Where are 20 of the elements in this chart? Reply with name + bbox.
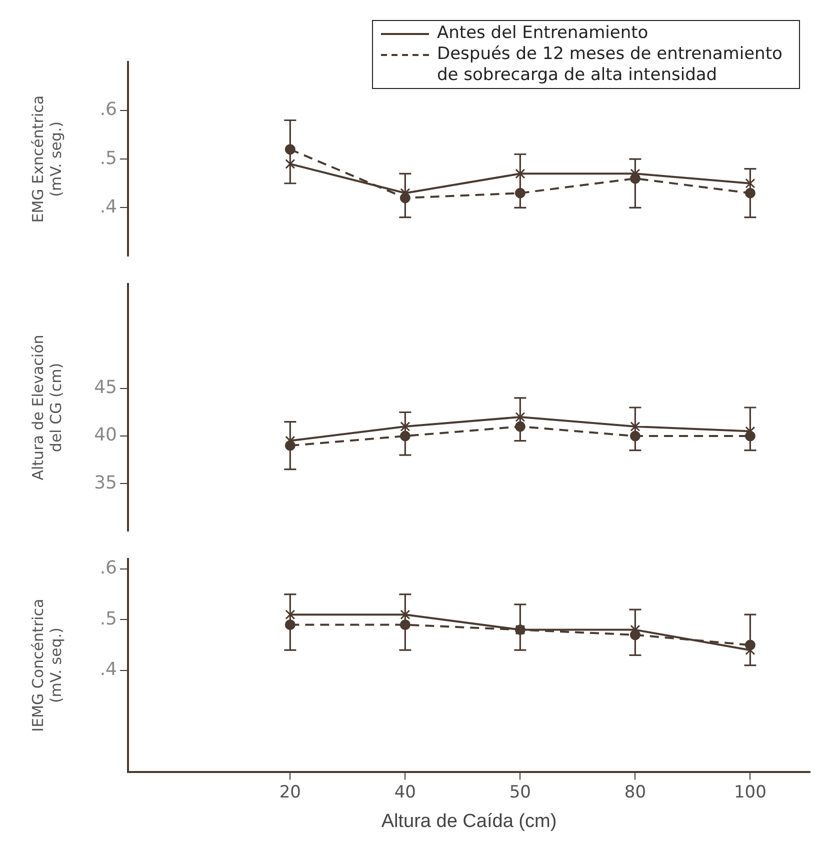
y-tick-label: .6 <box>100 99 117 120</box>
x-tick-label: 80 <box>624 782 646 802</box>
y-tick-label: .4 <box>100 659 117 680</box>
y-tick-label: .5 <box>100 148 117 169</box>
y-axis-title: EMG Exncéntrica (mV. seg.) <box>28 95 65 223</box>
x-tick-label: 20 <box>279 782 301 802</box>
x-tick-label: 40 <box>394 782 416 802</box>
y-axis-title: Altura de Elevación del CG (cm) <box>28 334 65 480</box>
x-axis-title: Altura de Caída (cm) <box>381 810 557 832</box>
y-tick-label: 40 <box>94 424 117 446</box>
x-tick-label: 100 <box>734 782 766 802</box>
x-tick-label: 50 <box>509 782 531 802</box>
y-tick-label: .4 <box>100 196 117 218</box>
legend-label: Después de 12 meses de entrenamiento de sobrecarga de alta intensidad <box>437 44 784 86</box>
y-tick-label: .5 <box>100 608 117 630</box>
y-tick-label: .6 <box>100 558 117 579</box>
legend-label: Antes del Entrenamiento <box>437 23 648 44</box>
y-tick-label: 45 <box>94 377 117 398</box>
y-axis-title: IEMG Concéntrica (mV. seq.) <box>28 598 65 732</box>
y-tick-label: 35 <box>94 472 117 494</box>
